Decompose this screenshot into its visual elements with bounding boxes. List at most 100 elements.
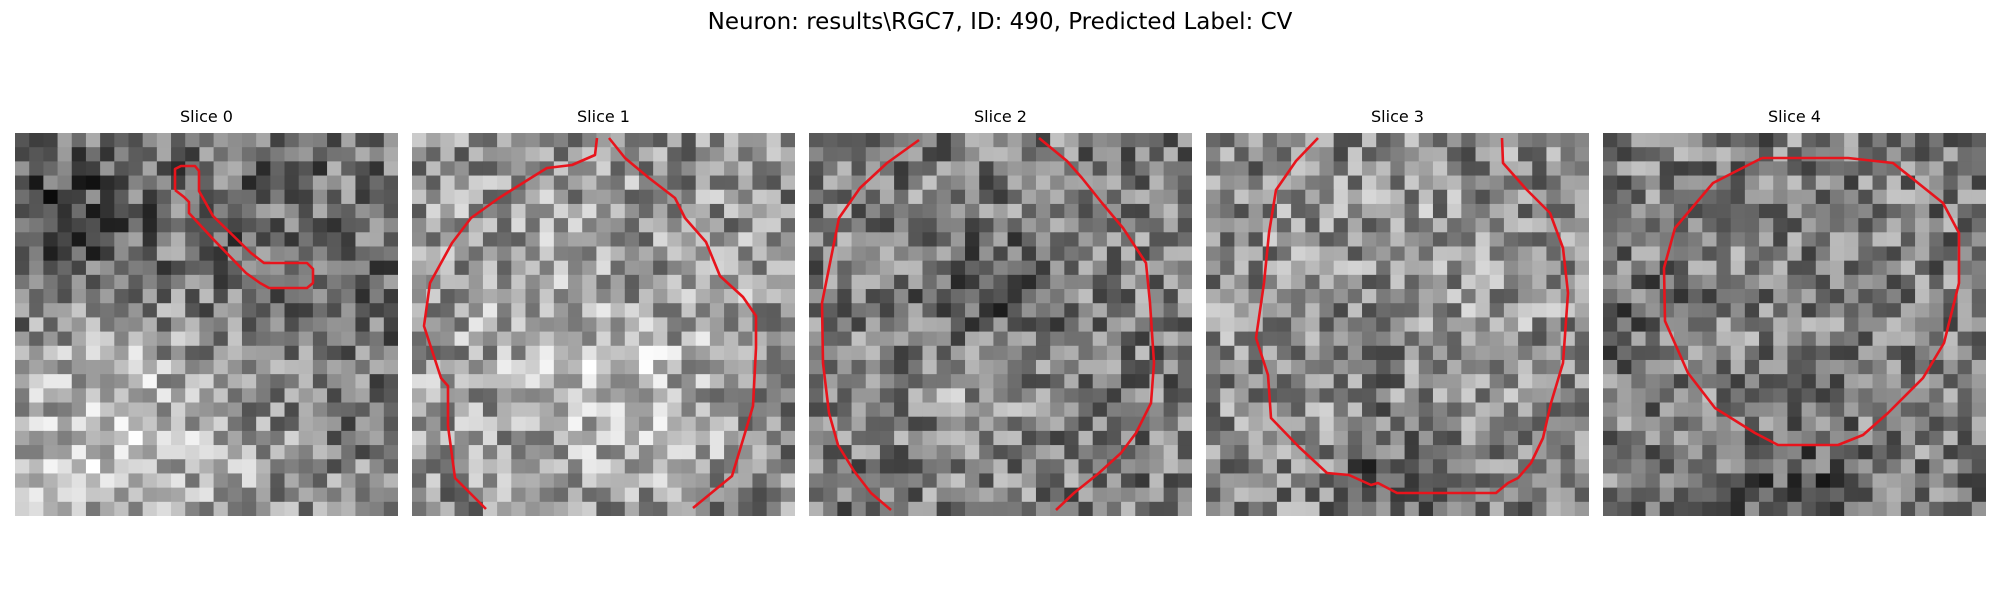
slice-pixel [568,289,583,304]
slice-pixel [965,203,980,219]
slice-pixel [1730,133,1746,148]
slice-pixel [511,388,527,404]
slice-pixel [142,487,158,503]
slice-pixel [1050,416,1065,432]
slice-pixel [809,274,824,290]
slice-pixel [780,374,795,389]
slice-pixel [1404,161,1420,177]
slice-pixel [312,430,328,446]
slice-pixel [29,175,44,191]
slice-pixel [1872,289,1888,304]
slice-pixel [582,388,598,404]
slice-pixel [1560,388,1576,404]
slice-pixel [1035,374,1051,389]
slice-pixel [468,147,484,162]
slice-pixel [1121,147,1136,162]
slice-pixel [1135,388,1151,404]
slice-pixel [1432,147,1448,162]
slice-pixel [1489,459,1505,475]
slice-pixel [1673,260,1689,276]
slice-pixel [1121,487,1136,503]
slice-pixel [1560,147,1576,162]
slice-pixel [837,345,853,361]
slice-pixel [638,289,654,304]
slice-pixel [114,260,130,276]
slice-pixel [1447,359,1462,375]
slice-pixel [553,232,569,248]
slice-pixel [553,345,569,361]
slice-pixel [950,331,966,347]
slice-pixel [1291,303,1306,319]
slice-pixel [667,232,683,248]
slice-pixel [766,501,782,516]
slice-pixel [1489,147,1505,162]
slice-pixel [227,388,243,404]
slice-pixel [709,203,725,219]
slice-pixel [227,317,243,333]
slice-pixel [1447,147,1462,162]
slice-pixel [624,388,640,404]
slice-pixel [1759,232,1774,248]
slice-pixel [851,203,867,219]
slice-pixel [865,175,881,191]
slice-pixel [1886,445,1902,460]
slice-pixel [1362,374,1377,389]
slice-pixel [823,331,838,347]
slice-pixel [879,416,895,432]
slice-pixel [1035,203,1051,219]
slice-pixel [241,473,257,489]
slice-pixel [1659,473,1675,489]
slice-pixel [227,274,243,290]
slice-pixel [1106,459,1122,475]
slice-pixel [1971,359,1986,375]
slice-pixel [1560,218,1576,233]
slice-pixel [1078,331,1094,347]
slice-pixel [1163,459,1179,475]
slice-pixel [156,317,172,333]
slice-pixel [596,161,612,177]
slice-pixel [1177,303,1192,319]
slice-pixel [539,345,555,361]
slice-pixel [837,402,853,418]
slice-pixel [780,260,795,276]
slice-pixel [1149,459,1165,475]
slice-pixel [1461,388,1477,404]
slice-pixel [1943,402,1959,418]
slice-pixel [809,374,824,389]
slice-pixel [1319,189,1335,205]
slice-pixel [1149,289,1165,304]
slice-pixel [1844,274,1859,290]
slice-pixel [1532,416,1548,432]
slice-pixel [1829,445,1845,460]
slice-pixel [15,303,30,319]
slice-pixel [738,274,754,290]
slice-pixel [1092,416,1108,432]
slice-pixel [100,317,115,333]
slice-pixel [15,345,30,361]
slice-pixel [454,430,470,446]
slice-pixel [1291,331,1306,347]
slice-pixel [709,374,725,389]
slice-pixel [1815,289,1831,304]
slice-pixel [355,203,371,219]
slice-pixel [171,388,186,404]
slice-pixel [865,331,881,347]
slice-pixel [1560,232,1576,248]
slice-pixel [653,289,668,304]
slice-pixel [1234,189,1250,205]
slice-pixel [511,359,527,375]
slice-pixel [454,133,470,148]
slice-pixel [1362,345,1377,361]
slice-pixel [1801,161,1817,177]
slice-pixel [1461,161,1477,177]
slice-pixel [1489,133,1505,148]
slice-pixel [865,246,881,262]
slice-pixel [1475,218,1491,233]
slice-pixel [1418,487,1434,503]
slice-pixel [1716,147,1732,162]
slice-pixel [1702,175,1718,191]
slice-pixel [1432,459,1448,475]
slice-pixel [1957,161,1973,177]
slice-pixel [1815,445,1831,460]
slice-pixel [936,416,952,432]
